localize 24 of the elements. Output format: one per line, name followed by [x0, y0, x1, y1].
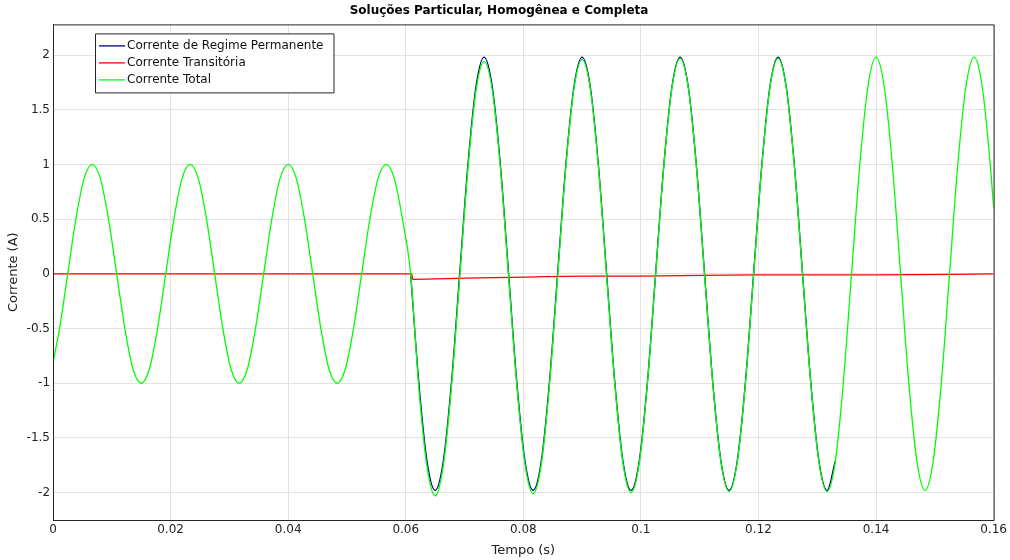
- y-tick-label: -0.5: [26, 320, 51, 335]
- x-tick-label: 0.08: [509, 522, 537, 537]
- legend-label: Corrente Total: [127, 72, 212, 87]
- y-tick-label: 2: [42, 47, 51, 62]
- x-tick-label: 0.12: [745, 522, 772, 537]
- x-tick-label: 0.02: [157, 522, 184, 537]
- x-tick-label: 0.16: [980, 522, 1007, 537]
- y-tick-label: -2: [38, 484, 51, 499]
- legend-label: Corrente de Regime Permanente: [127, 38, 324, 53]
- y-tick-label: 1.5: [30, 101, 51, 116]
- y-tick-label: 0.5: [30, 211, 51, 226]
- y-axis-title: Corrente (A): [5, 232, 21, 313]
- y-tick-label: 0: [42, 265, 51, 280]
- x-axis-title: Tempo (s): [490, 541, 556, 557]
- y-tick-label: 1: [42, 156, 51, 171]
- line-series: [53, 56, 994, 497]
- x-tick-label: 0.1: [631, 522, 651, 537]
- legend-label: Corrente Transitória: [127, 55, 246, 70]
- y-tick-label: -1: [38, 375, 51, 390]
- y-tick-label: -1.5: [26, 430, 51, 445]
- x-tick-label: 0.06: [392, 522, 420, 537]
- chart-title: Soluções Particular, Homogênea e Completa: [349, 3, 649, 18]
- x-tick-label: 0.04: [274, 522, 302, 537]
- x-tick-label: 0.14: [862, 522, 890, 537]
